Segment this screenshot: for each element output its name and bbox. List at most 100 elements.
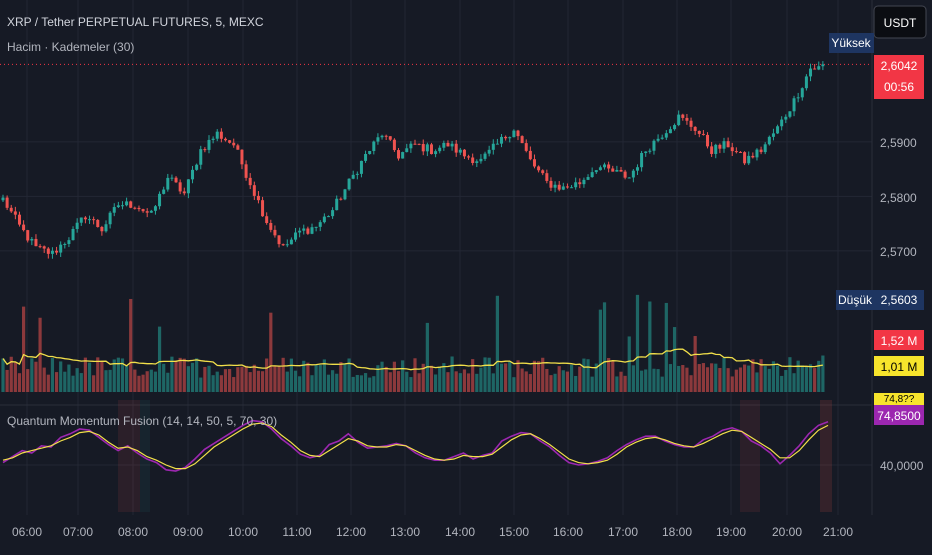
candle-body [100, 226, 104, 232]
oscillator-layer [2, 419, 829, 472]
volume-bar [293, 370, 298, 392]
candle-body [244, 164, 248, 178]
volume-bar [784, 370, 788, 392]
volume-bar [718, 368, 722, 392]
currency-button-bg[interactable] [873, 5, 927, 39]
candle-body [792, 98, 796, 112]
volume-bar [541, 357, 545, 392]
candle-body [347, 178, 351, 190]
volume-bar [380, 361, 384, 392]
candle-body [17, 214, 21, 225]
candle-body [635, 167, 639, 171]
candle-body [392, 139, 396, 151]
volume-bar [685, 367, 689, 392]
candle-body [425, 144, 429, 152]
volume-bar [96, 357, 100, 392]
volume-bar [174, 360, 178, 392]
volume-bar [425, 322, 429, 392]
volume-bar [549, 375, 553, 392]
volume-bar [635, 294, 640, 392]
volume-bar [602, 302, 607, 392]
volume-bar [421, 363, 425, 392]
volume-bar [145, 371, 149, 392]
volume-bar [726, 368, 730, 392]
candle-body [195, 164, 199, 170]
candle-body [182, 191, 186, 194]
candle-body [722, 141, 726, 149]
candle-body [120, 205, 124, 207]
volume-bar [244, 365, 248, 392]
volume-indicator-title[interactable]: Hacim · Kademeler (30) [7, 40, 134, 54]
candle-body [557, 184, 561, 190]
volume-bar [343, 363, 347, 392]
volume-bar [112, 359, 116, 392]
candle-body [112, 207, 116, 213]
time-label: 17:00 [608, 525, 638, 539]
volume-bar [186, 366, 190, 392]
candle-body [644, 151, 648, 154]
volume-bar [388, 372, 392, 392]
volume-bar [631, 365, 635, 392]
oscillator-title[interactable]: Quantum Momentum Fusion (14, 14, 50, 5, … [7, 414, 277, 428]
candle-body [479, 158, 483, 162]
candle-body [508, 137, 512, 139]
symbol-title[interactable]: XRP / Tether PERPETUAL FUTURES, 5, MEXC [7, 15, 264, 29]
candle-body [38, 246, 42, 248]
time-label: 20:00 [772, 525, 802, 539]
volume-bar [689, 375, 693, 392]
candle-body [495, 143, 499, 145]
candle-body [380, 135, 384, 138]
candle-body [504, 136, 508, 139]
candle-body [71, 228, 75, 241]
volume-bar [660, 376, 664, 392]
volume-bar [751, 359, 755, 392]
volume-bar [182, 358, 186, 392]
candle-body [701, 133, 705, 135]
candle-body [656, 138, 660, 141]
volume-bar [672, 327, 677, 392]
candle-body [240, 149, 244, 165]
volume-bar [705, 367, 710, 392]
candle-body [561, 186, 565, 190]
volume-bar [792, 373, 796, 392]
candle-body [421, 144, 425, 152]
candle-body [133, 207, 137, 209]
candle-body [446, 142, 450, 147]
time-label: 09:00 [173, 525, 203, 539]
volume-bar [401, 360, 405, 392]
volume-bar [162, 363, 166, 392]
oscillator-signal-line [2, 422, 829, 470]
currency-button-label[interactable]: USDT [884, 16, 917, 30]
volume-bar [627, 336, 631, 392]
volume-bar [446, 372, 450, 392]
volume-bar [285, 371, 289, 392]
candle-body [747, 155, 751, 164]
candle-body [289, 239, 293, 245]
current-price-badge [874, 55, 924, 99]
volume-bar [537, 361, 541, 392]
candle-body [409, 143, 413, 149]
candle-body [376, 137, 380, 142]
volume-bar [203, 366, 207, 392]
candle-body [784, 116, 788, 120]
candle-body [223, 138, 227, 141]
volume-bar [1, 358, 5, 392]
volume-bar [104, 370, 108, 392]
candle-body [800, 88, 804, 98]
volume-bar [438, 367, 442, 392]
candle-body [545, 173, 549, 181]
volume-bar [429, 365, 434, 392]
volume-bar [747, 365, 751, 392]
volume-bar [54, 372, 59, 392]
volume-bar [228, 369, 232, 392]
oscillator-partial-value: 74,8?? [884, 394, 915, 405]
volume-bar [512, 377, 516, 392]
candle-body [450, 143, 454, 147]
candle-body [767, 136, 771, 145]
candle-body [660, 137, 664, 139]
candle-body [30, 238, 34, 241]
low-price-badge [874, 290, 924, 310]
volume-bar [376, 365, 380, 392]
